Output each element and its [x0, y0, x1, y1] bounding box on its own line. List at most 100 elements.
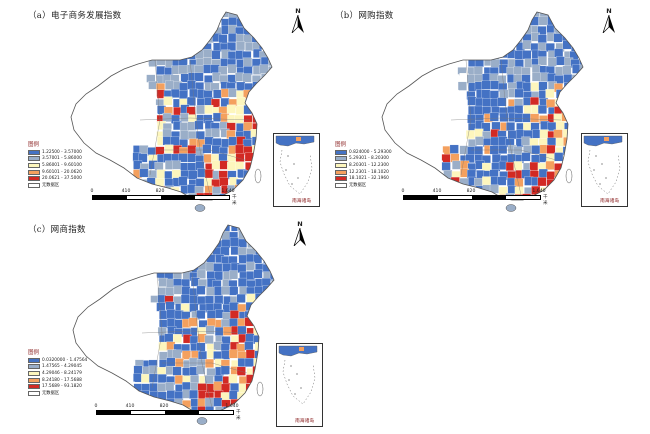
prefecture-region [103, 414, 112, 423]
legend-label: 1.22500 - 3.57000 [42, 149, 82, 155]
prefecture-region [571, 152, 581, 162]
prefecture-region [85, 168, 95, 178]
prefecture-region [93, 341, 103, 351]
prefecture-region [506, 177, 516, 187]
prefecture-region [93, 67, 102, 77]
prefecture-region [114, 98, 124, 107]
prefecture-region [170, 136, 180, 146]
prefecture-region [499, 89, 509, 99]
prefecture-region [101, 177, 111, 187]
prefecture-region [166, 309, 176, 319]
prefecture-region [563, 74, 573, 84]
prefecture-region [167, 232, 176, 241]
prefecture-region [87, 360, 97, 370]
prefecture-region [269, 310, 274, 320]
prefecture-region [132, 229, 142, 239]
prefecture-region [73, 253, 79, 263]
prefecture-region [547, 57, 557, 67]
prefecture-region [165, 287, 175, 297]
south-china-sea-inset: 南海诸岛 [276, 343, 323, 427]
prefecture-region [508, 12, 518, 20]
prefecture-region [418, 162, 428, 172]
prefecture-region [202, 144, 212, 154]
prefecture-region [117, 382, 127, 392]
prefecture-region [491, 12, 501, 18]
prefecture-region [237, 325, 247, 335]
prefecture-region [204, 105, 214, 114]
prefecture-region [522, 50, 532, 60]
legend-swatch-nodata [335, 182, 347, 188]
prefecture-region [175, 358, 184, 368]
prefecture-region [132, 391, 142, 401]
legend-label: 0.824000 - 5.29300 [349, 149, 392, 155]
prefecture-region [140, 18, 150, 28]
prefecture-region [73, 407, 81, 413]
legend: 图例 1.22500 - 3.57000 3.57001 - 5.86000 5… [28, 140, 82, 189]
prefecture-region [181, 203, 190, 212]
prefecture-region [474, 33, 484, 43]
island-dot [285, 169, 287, 171]
prefecture-region [553, 113, 563, 123]
prefecture-region [166, 357, 176, 367]
prefecture-region [163, 12, 173, 20]
legend: 图例 0.824000 - 5.29300 5.29301 - 8.20300 … [335, 140, 392, 189]
prefecture-region [203, 49, 213, 58]
prefecture-region [71, 26, 77, 36]
prefecture-region [115, 35, 125, 45]
prefecture-region [578, 12, 583, 20]
prefecture-region [253, 358, 263, 367]
prefecture-region [443, 12, 453, 19]
prefecture-region [451, 50, 461, 60]
prefecture-region [262, 359, 272, 369]
map-panel-a: （a）电子商务发展指数 N 图例 1.22500 - 3.57000 3.570… [0, 0, 325, 217]
prefecture-region [116, 25, 126, 35]
prefecture-region [401, 90, 411, 100]
prefecture-region [235, 72, 244, 82]
prefecture-region [258, 184, 268, 194]
prefecture-region [235, 144, 245, 154]
prefecture-region [92, 129, 102, 139]
prefecture-region [93, 270, 102, 280]
prefecture-region [271, 279, 274, 289]
prefecture-region [393, 179, 403, 188]
prefecture-region [252, 225, 262, 232]
prefecture-region [84, 272, 94, 281]
prefecture-region [251, 12, 261, 19]
prefecture-region [419, 177, 429, 187]
prefecture-region [181, 42, 191, 51]
prefecture-region [126, 414, 135, 423]
prefecture-region [206, 286, 216, 296]
prefecture-region [102, 391, 112, 401]
inset-coastline [275, 135, 315, 147]
prefecture-region [228, 349, 238, 359]
prefecture-region [410, 169, 420, 179]
prefecture-region [428, 58, 438, 68]
prefecture-region [269, 301, 274, 311]
prefecture-region [237, 225, 247, 232]
prefecture-region [482, 12, 492, 18]
prefecture-region [194, 16, 204, 26]
prefecture-region [499, 112, 509, 122]
prefecture-region [75, 42, 85, 52]
prefecture-region [234, 114, 244, 124]
scale-tick: 820 [159, 404, 169, 409]
prefecture-region [255, 293, 264, 303]
prefecture-region [187, 35, 197, 44]
prefecture-region [82, 96, 92, 106]
prefecture-region [91, 120, 100, 130]
hainan-island [196, 417, 208, 425]
prefecture-region [198, 230, 208, 240]
prefecture-region [117, 255, 126, 265]
prefecture-region [93, 262, 103, 272]
prefecture-region [403, 74, 413, 84]
legend-label: 4.29046 - 8.24179 [42, 370, 82, 376]
prefecture-region [188, 170, 198, 180]
prefecture-region [243, 193, 253, 200]
prefecture-region [260, 312, 270, 322]
prefecture-region [77, 225, 87, 233]
hainan-island [194, 204, 206, 212]
prefecture-region [467, 12, 477, 20]
prefecture-region [546, 179, 556, 188]
prefecture-region [92, 161, 102, 171]
prefecture-region [220, 246, 230, 256]
